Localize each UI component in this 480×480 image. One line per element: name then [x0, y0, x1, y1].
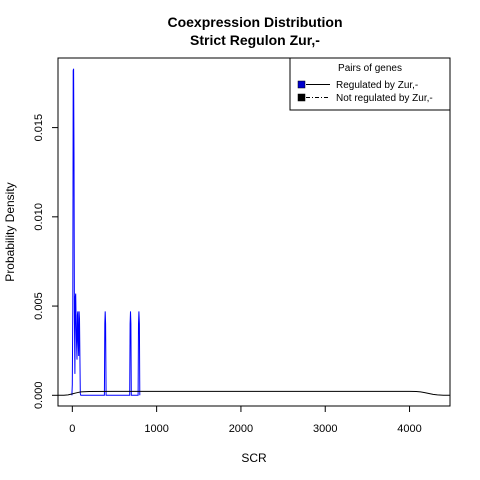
chart-title: Coexpression Distribution [167, 14, 342, 30]
x-tick-label: 4000 [397, 423, 421, 435]
plot-lines [58, 68, 450, 396]
plot-frame [57, 57, 451, 407]
legend: Pairs of genes Regulated by Zur,- Not re… [289, 57, 451, 111]
x-axis-label: SCR [241, 451, 267, 465]
y-tick-label: 0.010 [33, 203, 45, 231]
y-tick-label: 0.005 [33, 292, 45, 320]
legend-label-not-regulated: Not regulated by Zur,- [336, 93, 433, 104]
y-tick-label: 0.000 [33, 382, 45, 410]
legend-swatch-regulated [297, 80, 306, 89]
series-line-regulated [71, 68, 141, 396]
x-tick-label: 2000 [229, 423, 253, 435]
legend-swatch-not-regulated [297, 93, 306, 102]
chart-subtitle: Strict Regulon Zur,- [190, 32, 320, 48]
y-tick-label: 0.015 [33, 114, 45, 142]
series-line-not-regulated [58, 390, 450, 396]
x-axis: 0 1000 2000 3000 4000 [69, 405, 422, 435]
x-tick-label: 3000 [313, 423, 337, 435]
x-tick-label: 0 [69, 423, 75, 435]
legend-label-regulated: Regulated by Zur,- [336, 80, 418, 91]
legend-title: Pairs of genes [338, 63, 402, 74]
y-axis-label: Probability Density [3, 182, 17, 281]
x-tick-label: 1000 [144, 423, 168, 435]
y-axis: 0.000 0.005 0.010 0.015 [33, 114, 59, 410]
